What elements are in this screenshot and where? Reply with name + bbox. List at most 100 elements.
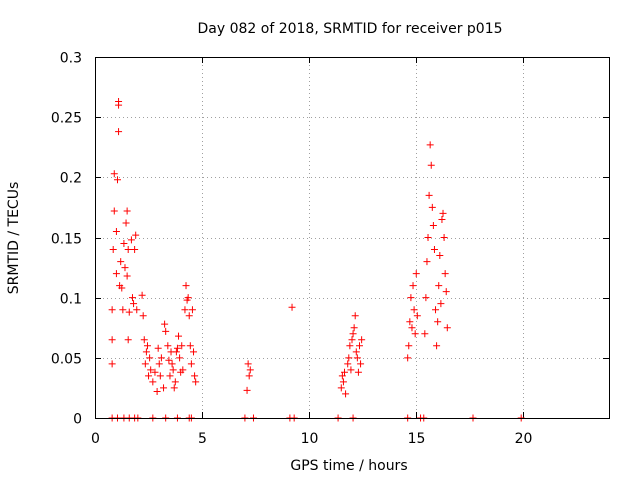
data-point (353, 354, 361, 362)
data-point (138, 291, 146, 299)
data-point (429, 221, 437, 229)
data-point (109, 246, 117, 254)
data-point (352, 348, 360, 356)
data-point (108, 306, 116, 314)
data-point (187, 360, 195, 368)
data-point (443, 324, 451, 332)
data-point (146, 354, 154, 362)
data-point (427, 161, 435, 169)
y-tick-label: 0.05 (51, 352, 82, 368)
x-tick-label: 20 (515, 431, 533, 447)
data-point (142, 348, 150, 356)
data-point (155, 360, 163, 368)
data-point (164, 342, 172, 350)
data-point (337, 384, 345, 392)
data-point (171, 378, 179, 386)
data-point (438, 215, 446, 223)
data-point (430, 246, 438, 254)
data-point (168, 360, 176, 368)
data-point (176, 354, 184, 362)
data-point (349, 330, 357, 338)
data-point (439, 209, 447, 217)
data-point (185, 312, 193, 320)
data-point (351, 312, 359, 320)
data-point (358, 336, 366, 344)
data-point (110, 207, 118, 215)
data-point (409, 282, 417, 290)
data-point (348, 336, 356, 344)
x-tick-label: 10 (301, 431, 319, 447)
data-point (245, 372, 253, 380)
data-point (288, 303, 296, 311)
data-point (243, 386, 251, 394)
y-tick-label: 0.3 (60, 51, 82, 67)
data-point (121, 264, 129, 272)
data-point (339, 378, 347, 386)
data-point (404, 354, 412, 362)
y-tick-label: 0 (73, 412, 82, 428)
data-point (437, 300, 445, 308)
data-point (123, 272, 131, 280)
data-point (436, 252, 444, 260)
data-point (132, 231, 140, 239)
data-point (143, 342, 151, 350)
data-point (147, 366, 155, 374)
y-axis-label: SRMTID / TECUs (6, 182, 22, 295)
data-point (190, 348, 198, 356)
data-point (184, 294, 192, 302)
data-point (170, 384, 178, 392)
data-point (140, 336, 148, 344)
data-point (139, 312, 147, 320)
data-point (244, 360, 252, 368)
data-point (357, 360, 365, 368)
x-axis-label: GPS time / hours (290, 458, 407, 474)
data-point (173, 344, 181, 352)
data-point (355, 342, 363, 350)
data-point (341, 368, 349, 376)
data-point (410, 306, 418, 314)
data-point (141, 360, 149, 368)
data-point (345, 354, 353, 362)
data-point (246, 366, 254, 374)
data-point (112, 270, 120, 278)
data-point (192, 378, 200, 386)
data-point (408, 324, 416, 332)
data-point (118, 284, 126, 292)
data-point (440, 234, 448, 241)
data-point (125, 308, 133, 316)
data-point (117, 258, 125, 266)
data-point (434, 318, 442, 326)
y-tick-labels: 0 0.05 0.1 0.15 0.2 0.25 0.3 (51, 51, 82, 428)
x-tick-label: 0 (91, 431, 100, 447)
x-tick-labels: 0 5 10 15 20 (91, 431, 532, 447)
data-point (130, 300, 138, 308)
y-tick-label: 0.2 (60, 171, 82, 187)
data-point (179, 366, 187, 374)
data-point (112, 227, 120, 235)
data-point (120, 240, 128, 248)
data-point (124, 336, 132, 344)
data-point (108, 336, 116, 344)
data-point (442, 288, 450, 296)
plot-frame (95, 57, 610, 419)
data-point (342, 390, 350, 398)
data-point (161, 320, 169, 328)
data-point (169, 366, 177, 374)
y-tick-label: 0.15 (51, 232, 82, 248)
data-point (119, 306, 127, 314)
data-point (344, 360, 352, 368)
data-point (131, 246, 139, 254)
data-point (413, 312, 421, 320)
data-point (433, 342, 441, 350)
data-point (188, 306, 196, 314)
data-point (338, 372, 346, 380)
data-point (350, 324, 358, 332)
grid-lines (95, 57, 609, 418)
data-point (149, 378, 157, 386)
data-point (153, 388, 161, 396)
data-point (172, 348, 180, 356)
data-point (145, 372, 153, 380)
data-point (405, 342, 413, 350)
data-point (151, 368, 159, 376)
x-tick-label: 5 (198, 431, 207, 447)
